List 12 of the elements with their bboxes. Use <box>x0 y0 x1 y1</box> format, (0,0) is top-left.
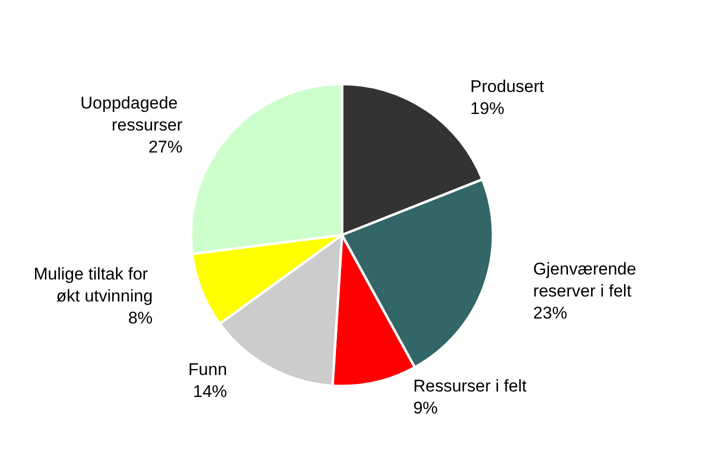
data-label: 9% <box>413 398 438 418</box>
data-label: 8% <box>128 308 153 328</box>
slice-label: Ressurser i felt <box>413 376 527 396</box>
data-label: 19% <box>470 99 504 118</box>
data-label: 27% <box>148 138 182 157</box>
slice-label: Mulige tiltak for økt utvinning <box>34 264 153 306</box>
slice-label: Funn <box>188 360 228 379</box>
slice-label: Gjenværende reserver i felt <box>533 260 641 301</box>
data-label: 23% <box>533 304 568 323</box>
data-label: 14% <box>193 382 228 401</box>
slice-label: Produsert <box>470 77 544 96</box>
slice-label: Uoppdagede ressurser <box>80 94 183 135</box>
